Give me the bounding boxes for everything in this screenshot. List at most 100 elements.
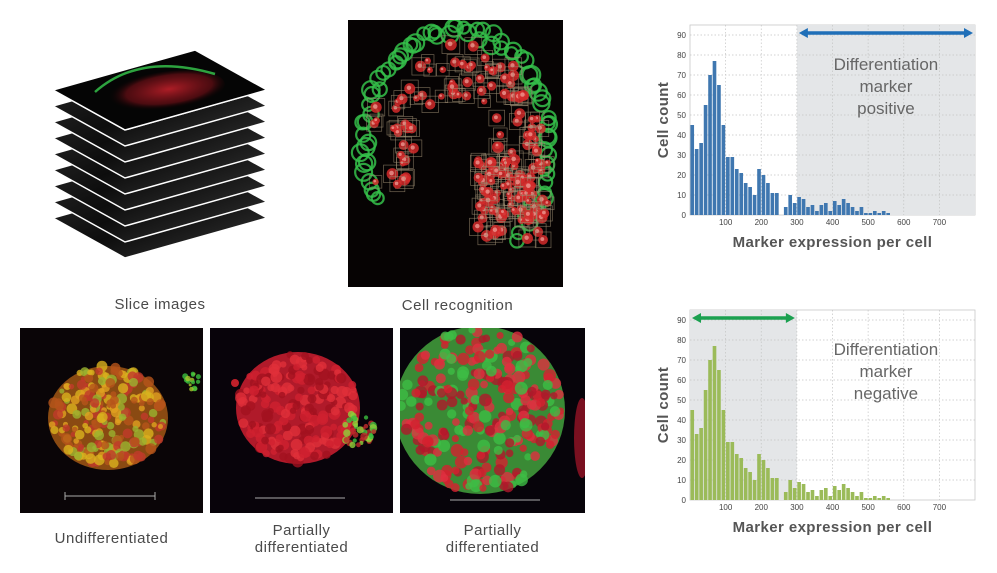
y-tick-label: 60 [677, 91, 686, 100]
highlight-region [690, 310, 797, 500]
y-tick-label: 80 [677, 336, 686, 345]
histogram-bar [797, 197, 801, 215]
histogram-bar [721, 125, 726, 215]
caption-line: Partially [272, 522, 331, 539]
histogram-bar [819, 205, 824, 215]
highlight-region [796, 25, 975, 215]
histogram-bar [730, 442, 735, 500]
histogram-bar [877, 213, 882, 215]
y-axis-label: Cell count [655, 82, 672, 159]
histogram-bar [792, 203, 797, 215]
histogram-bar [734, 169, 739, 215]
caption-line: differentiated [254, 539, 349, 556]
y-tick-label: 40 [677, 131, 686, 140]
annotation-line: negative [854, 384, 918, 403]
undifferentiated-caption: Undifferentiated [20, 530, 203, 547]
histogram-bar [859, 207, 864, 215]
histogram-bar [823, 488, 828, 500]
histogram-bar [766, 468, 770, 500]
x-tick-label: 200 [755, 503, 769, 512]
cell-recognition-image [348, 20, 563, 287]
undifferentiated-image [20, 328, 203, 513]
range-arrow-head-right [785, 313, 795, 323]
histogram-bar [783, 207, 788, 215]
slice-images-caption: Slice images [114, 296, 206, 313]
histogram-bar [806, 492, 810, 500]
histogram-bar [823, 203, 828, 215]
y-axis-label: Cell count [655, 367, 672, 444]
y-tick-label: 10 [677, 476, 686, 485]
histogram-bar [877, 498, 882, 500]
annotation-line: marker [859, 77, 912, 96]
y-tick-label: 50 [677, 111, 686, 120]
histogram-bar [743, 468, 748, 500]
histogram-bar [881, 211, 886, 215]
histogram-bar [832, 486, 837, 500]
y-tick-label: 70 [677, 356, 686, 365]
histogram-bar [797, 482, 801, 500]
x-tick-label: 500 [861, 218, 875, 227]
histogram-bar [690, 125, 695, 215]
partially-differentiated-caption-2: Partially differentiated [400, 522, 585, 556]
y-tick-label: 10 [677, 191, 686, 200]
histogram-bar [828, 496, 833, 500]
histogram-bar [872, 496, 877, 500]
histogram-bar [801, 484, 806, 500]
histogram-bar [819, 490, 824, 500]
histogram-bar [770, 193, 775, 215]
slice-stack-figure [45, 38, 275, 283]
histogram-bar [801, 199, 806, 215]
histogram-bar [739, 173, 744, 215]
histogram-bar [864, 213, 868, 215]
histogram-bar [806, 207, 810, 215]
x-tick-label: 300 [790, 503, 804, 512]
histogram-bar [810, 205, 815, 215]
histogram-bar [766, 183, 770, 215]
cell-recognition-caption: Cell recognition [401, 297, 514, 314]
x-tick-label: 700 [933, 218, 947, 227]
histogram-bar [703, 390, 708, 500]
histogram-bar [726, 157, 730, 215]
y-tick-label: 80 [677, 51, 686, 60]
x-axis-label: Marker expression per cell [733, 519, 933, 536]
range-arrow-head-left [798, 28, 808, 38]
histogram-bar [775, 478, 779, 500]
range-arrow-head-right [964, 28, 973, 38]
y-tick-label: 50 [677, 396, 686, 405]
annotation-line: positive [857, 99, 915, 118]
histogram-bar [868, 498, 873, 500]
histogram-bar [832, 201, 837, 215]
caption-line: Partially [463, 522, 522, 539]
y-tick-label: 0 [682, 211, 687, 220]
histogram-bar [846, 203, 850, 215]
histogram-bar [881, 496, 886, 500]
histogram-bar [828, 211, 833, 215]
histogram-bar [837, 205, 842, 215]
y-tick-label: 40 [677, 416, 686, 425]
histogram-bar [717, 370, 721, 500]
histogram-bar [864, 498, 868, 500]
histogram-bar [699, 428, 703, 500]
histogram-bar [694, 434, 699, 500]
histogram-bar [734, 454, 739, 500]
partially-differentiated-caption-1: Partially differentiated [210, 522, 393, 556]
histogram-bar [743, 183, 748, 215]
annotation-line: marker [859, 362, 912, 381]
histogram-bar [846, 488, 850, 500]
histogram-bar [850, 492, 855, 500]
histogram-bar [815, 211, 819, 215]
histogram-bar [721, 410, 726, 500]
histogram-bar [886, 213, 890, 215]
y-tick-label: 60 [677, 376, 686, 385]
histogram-bar [761, 460, 766, 500]
histogram-bar [694, 149, 699, 215]
histogram-bar [841, 199, 846, 215]
x-tick-label: 300 [790, 218, 804, 227]
histogram-bar [868, 213, 873, 215]
x-tick-label: 500 [861, 503, 875, 512]
histogram-bar [712, 61, 717, 215]
y-tick-label: 70 [677, 71, 686, 80]
histogram-bar [815, 496, 819, 500]
histogram-bar [739, 458, 744, 500]
y-tick-label: 20 [677, 456, 686, 465]
